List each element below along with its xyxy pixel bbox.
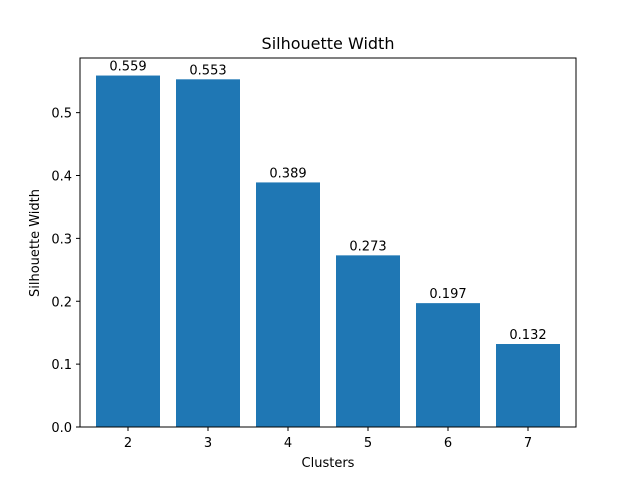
x-axis-label: Clusters [302, 456, 355, 471]
bar-value-label: 0.389 [269, 166, 306, 181]
x-tick-label: 4 [284, 436, 292, 451]
bar-7 [496, 344, 560, 427]
y-tick-label: 0.0 [51, 421, 72, 436]
bars-group [96, 75, 560, 428]
y-tick-label: 0.4 [51, 170, 72, 185]
bar-value-label: 0.273 [349, 239, 386, 254]
bar-2 [96, 75, 160, 427]
y-tick-label: 0.2 [51, 295, 72, 310]
chart-title: Silhouette Width [262, 34, 395, 53]
x-axis: 2 3 4 5 6 7 [124, 427, 532, 451]
bar-value-label: 0.197 [429, 287, 466, 302]
y-tick-label: 0.1 [51, 358, 72, 373]
x-tick-label: 2 [124, 436, 132, 451]
bar-3 [176, 79, 240, 428]
bar-value-label: 0.553 [189, 63, 226, 78]
bar-4 [256, 182, 320, 427]
y-tick-label: 0.3 [51, 232, 72, 247]
x-tick-label: 3 [204, 436, 212, 451]
bar-value-label: 0.132 [509, 328, 546, 343]
bar-6 [416, 303, 480, 427]
y-axis-label: Silhouette Width [28, 189, 43, 297]
x-tick-label: 7 [524, 436, 532, 451]
y-axis: 0.0 0.1 0.2 0.3 0.4 0.5 [51, 107, 80, 436]
y-tick-label: 0.5 [51, 107, 72, 122]
bar-5 [336, 255, 400, 427]
x-tick-label: 5 [364, 436, 372, 451]
x-tick-label: 6 [444, 436, 452, 451]
bar-value-label: 0.559 [109, 60, 146, 75]
bar-labels-group: 0.559 0.553 0.389 0.273 0.197 0.132 [109, 60, 546, 343]
plot-frame [79, 57, 577, 428]
